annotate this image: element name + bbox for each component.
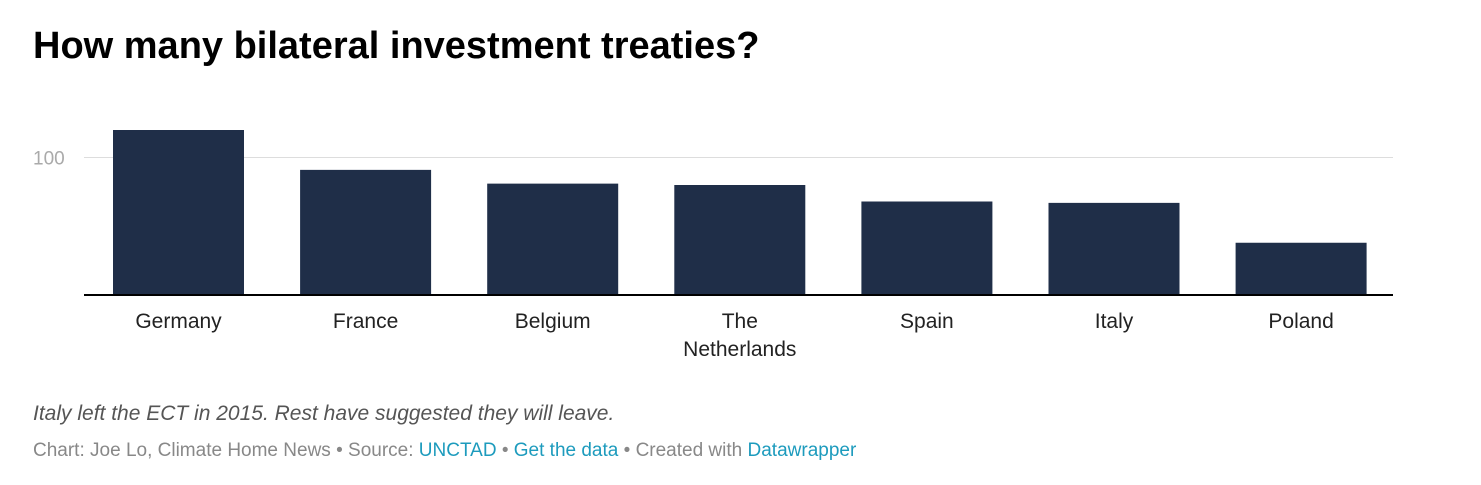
footer-separator: • [618, 440, 636, 461]
footer-source-prefix: Source: [348, 440, 419, 461]
bar [1048, 202, 1180, 295]
footer-separator: • [330, 440, 349, 461]
bar [1235, 242, 1367, 295]
bar [113, 130, 244, 295]
datawrapper-link[interactable]: Datawrapper [747, 440, 857, 461]
chart-footer: Chart: Joe Lo, Climate Home News • Sourc… [33, 438, 856, 464]
x-tick-label: Italy [1095, 310, 1134, 333]
footer-created-prefix: Created with [635, 440, 748, 461]
bar [861, 201, 993, 295]
x-tick-label: Germany [135, 310, 222, 333]
bar [674, 185, 806, 295]
chart-notes: Italy left the ECT in 2015. Rest have su… [33, 402, 615, 425]
x-tick-label: The Netherlands [683, 310, 796, 361]
bar-chart: 100 Germany France Belgium The Netherlands Spa… [33, 130, 1393, 361]
footer-separator: • [496, 440, 514, 461]
y-tick-label: 100 [33, 149, 65, 170]
bar [300, 169, 432, 295]
source-link[interactable]: UNCTAD [418, 440, 497, 461]
x-tick-label: Poland [1268, 310, 1333, 333]
bar [487, 183, 619, 295]
x-tick-label: Spain [900, 310, 954, 333]
chart-title: How many bilateral investment treaties? [33, 25, 760, 67]
footer-chart-prefix: Chart: [33, 440, 91, 461]
x-tick-label: Belgium [515, 310, 591, 333]
footer-author: Joe Lo, Climate Home News [90, 440, 331, 461]
x-tick-label: France [333, 310, 398, 333]
get-the-data-link[interactable]: Get the data [513, 440, 619, 461]
